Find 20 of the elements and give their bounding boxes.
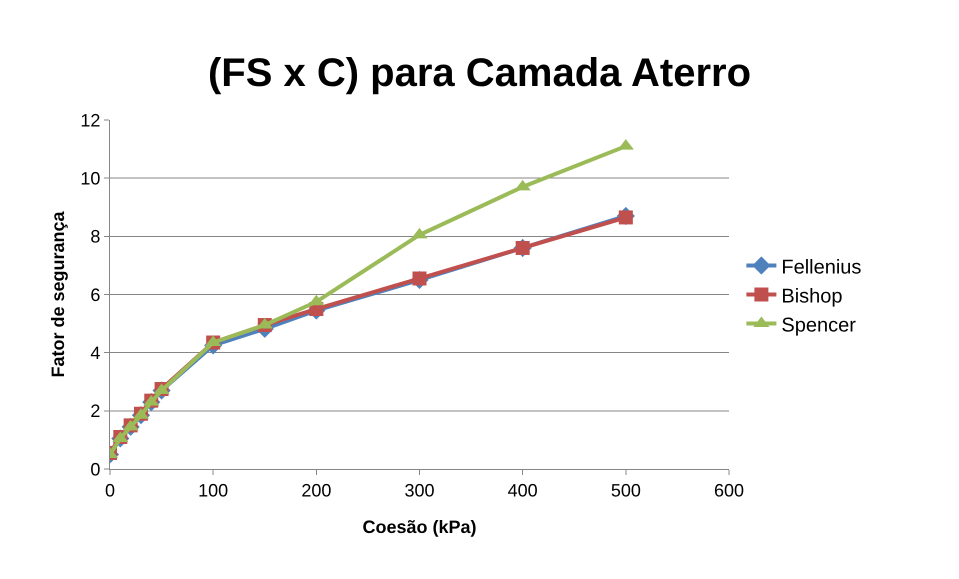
x-tick-label: 0 <box>104 480 116 501</box>
y-tick-label: 12 <box>80 110 100 130</box>
legend-label: Spencer <box>781 314 856 336</box>
x-axis-title: Coesão (kPa) <box>362 517 477 537</box>
y-tick-label: 6 <box>90 284 100 305</box>
legend-label: Bishop <box>781 285 843 308</box>
legend-label: Fellenius <box>781 256 862 278</box>
y-tick-label: 4 <box>90 342 100 363</box>
x-tick-label: 600 <box>714 480 744 501</box>
x-tick-label: 300 <box>404 480 435 501</box>
x-tick-label: 200 <box>301 480 332 501</box>
x-tick-label: 100 <box>198 480 228 501</box>
y-tick-label: 0 <box>90 459 100 480</box>
x-tick-label: 500 <box>610 480 641 501</box>
y-tick-label: 2 <box>90 401 100 422</box>
chart-title: (FS x C) para Camada Aterro <box>208 50 752 95</box>
y-axis-title: Fator de segurança <box>48 210 68 378</box>
y-tick-label: 8 <box>90 226 100 247</box>
y-tick-label: 10 <box>80 168 100 188</box>
x-tick-label: 400 <box>508 480 538 501</box>
